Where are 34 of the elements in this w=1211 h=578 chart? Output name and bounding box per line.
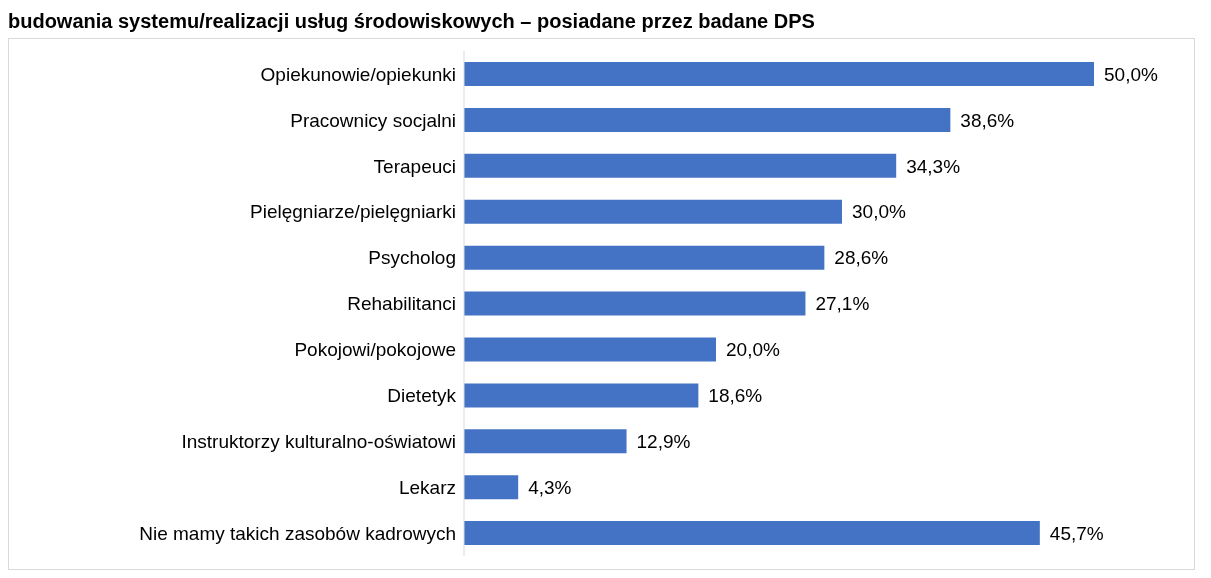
- bar: [464, 62, 1094, 87]
- y-tick-label: Pokojowi/pokojowe: [294, 339, 456, 361]
- bar: [464, 429, 627, 454]
- y-tick-label: Pielęgniarze/pielęgniarki: [250, 201, 456, 223]
- bar: [464, 291, 806, 316]
- y-tick-label: Nie mamy takich zasobów kadrowych: [139, 522, 456, 544]
- bar: [464, 383, 699, 408]
- y-tick-label: Dietetyk: [387, 385, 457, 407]
- data-label: 20,0%: [726, 339, 780, 361]
- bar: [464, 245, 825, 270]
- y-tick-label: Opiekunowie/opiekunki: [260, 63, 456, 85]
- data-label: 4,3%: [528, 476, 572, 498]
- bar: [464, 107, 951, 132]
- data-label: 27,1%: [815, 293, 870, 315]
- data-label: 30,0%: [852, 201, 906, 223]
- y-tick-label: Terapeuci: [373, 155, 456, 177]
- data-label: 45,7%: [1049, 522, 1104, 544]
- y-tick-label: Pracownicy socjalni: [290, 109, 456, 131]
- chart-title: budowania systemu/realizacji usług środowiskowych – posiadane przez badane DPS: [8, 9, 816, 34]
- data-label: 28,6%: [834, 247, 889, 269]
- bar: [464, 475, 519, 500]
- y-tick-label: Psycholog: [368, 247, 456, 269]
- y-tick-label: Instruktorzy kulturalno-oświatowi: [181, 430, 456, 452]
- data-label: 12,9%: [636, 431, 691, 453]
- bar: [464, 337, 716, 362]
- bar: [464, 153, 897, 178]
- data-label: 34,3%: [906, 155, 961, 177]
- data-label: 18,6%: [708, 385, 763, 407]
- bar: [464, 521, 1040, 546]
- bar: [464, 199, 842, 224]
- data-label: 50,0%: [1104, 63, 1158, 85]
- y-tick-label: Lekarz: [398, 476, 456, 498]
- y-tick-label: Rehabilitanci: [347, 293, 456, 315]
- data-label: 38,6%: [960, 109, 1015, 131]
